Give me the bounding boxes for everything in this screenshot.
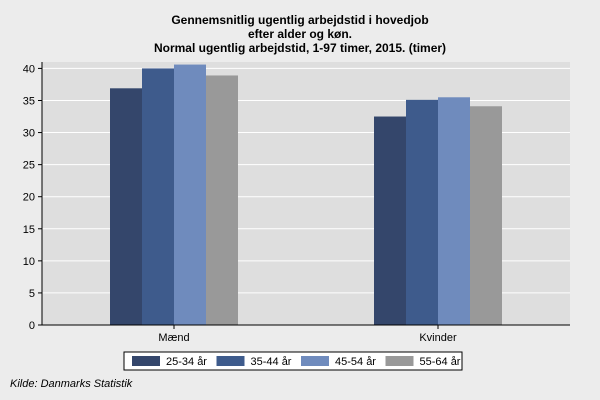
bar xyxy=(174,64,206,325)
legend-swatch xyxy=(385,356,414,366)
bar xyxy=(470,106,502,325)
legend-swatch xyxy=(301,356,329,366)
bar xyxy=(406,99,438,325)
legend-label: 35-44 år xyxy=(251,356,292,368)
legend-swatch xyxy=(132,356,160,366)
title-line-1: Gennemsnitlig ugentlig arbejdstid i hove… xyxy=(171,13,428,27)
bar xyxy=(438,97,470,325)
legend-box xyxy=(123,351,463,371)
y-axis: 0 5 10 15 20 25 30 35 40 xyxy=(23,62,43,332)
source-note: Kilde: Danmarks Statistik xyxy=(10,378,133,390)
title-line-2: efter alder og køn. xyxy=(248,27,352,41)
y-tick-label: 10 xyxy=(23,256,35,268)
y-tick-label: 25 xyxy=(23,160,35,172)
y-tick-label: 15 xyxy=(23,224,35,236)
title-line-3: Normal ugentlig arbejdstid, 1-97 timer, … xyxy=(154,41,446,55)
y-tick-label: 40 xyxy=(23,63,35,75)
y-tick-label: 30 xyxy=(23,128,35,140)
y-tick-label: 20 xyxy=(23,192,35,204)
bar xyxy=(110,88,142,325)
legend: 25-34 år 35-44 år 45-54 år 55-64 år xyxy=(123,351,463,371)
legend-label: 45-54 år xyxy=(335,356,376,368)
y-tick-label: 35 xyxy=(23,95,35,107)
category-label: Mænd xyxy=(158,332,189,344)
legend-swatch xyxy=(216,356,245,366)
chart-title: Gennemsnitlig ugentlig arbejdstid i hove… xyxy=(154,13,446,55)
x-axis: Mænd Kvinder xyxy=(42,324,570,344)
bar xyxy=(374,116,406,326)
bar xyxy=(206,75,238,325)
bar xyxy=(142,68,174,325)
y-tick-label: 5 xyxy=(29,288,35,300)
legend-label: 55-64 år xyxy=(420,356,461,368)
bars xyxy=(110,64,502,326)
y-tick-label: 0 xyxy=(29,320,35,332)
legend-label: 25-34 år xyxy=(166,356,207,368)
category-label: Kvinder xyxy=(419,332,457,344)
